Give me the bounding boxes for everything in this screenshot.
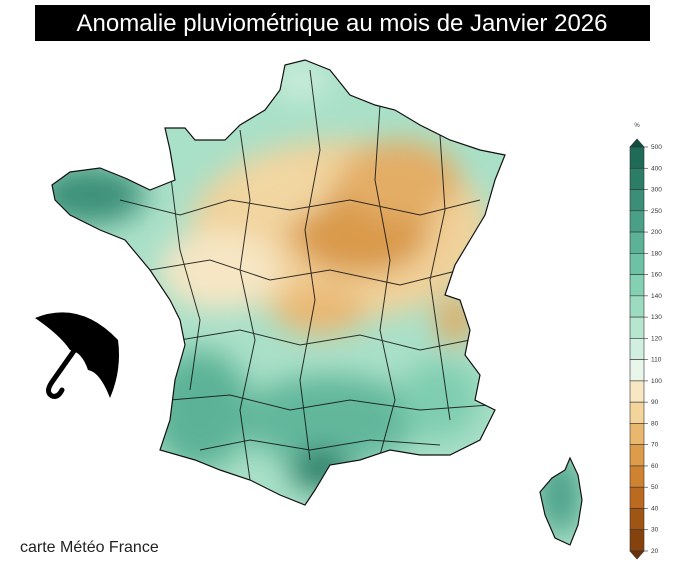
- legend-tick-label: 250: [651, 208, 662, 215]
- credit: carte Météo France: [20, 539, 159, 556]
- color-bar-segment: [629, 231, 645, 254]
- color-bar-segment: [629, 210, 645, 233]
- color-bar-segment: [629, 253, 645, 275]
- color-bar-segment: [629, 529, 645, 552]
- color-bar-segment: [629, 380, 645, 403]
- legend-tick-label: 80: [651, 420, 659, 427]
- legend-tick-label: 40: [651, 505, 659, 512]
- legend-tick-label: 180: [651, 250, 662, 257]
- legend-tick-label: 200: [651, 229, 662, 236]
- color-bar-segment: [629, 295, 645, 318]
- legend-tick-label: 50: [651, 484, 659, 491]
- color-bar: 500 400 300 250 200 180 160 140 130 120 110 100 90 80…: [629, 138, 662, 560]
- color-bar-cap: [629, 550, 645, 560]
- legend-tick-label: 300: [651, 187, 662, 194]
- title: Anomalie pluviométrique au mois de Janvi…: [77, 10, 608, 37]
- legend-tick-label: 70: [651, 442, 659, 449]
- legend-unit: %: [634, 123, 640, 129]
- color-bar-segment: [629, 401, 645, 424]
- color-bar-segment: [629, 167, 645, 190]
- legend-tick-label: 100: [651, 378, 662, 385]
- color-bar-segment: [629, 274, 645, 297]
- legend-tick-label: 30: [651, 527, 659, 534]
- legend-tick-label: 500: [651, 144, 662, 151]
- legend-tick-label: 400: [651, 165, 662, 172]
- color-bar-segment: [629, 444, 645, 467]
- color-bar-segment: [629, 508, 645, 531]
- legend-tick-label: 110: [651, 357, 662, 364]
- legend-tick-label: 130: [651, 314, 662, 321]
- color-bar-cap: [629, 138, 645, 148]
- title-box: [35, 5, 650, 41]
- legend-tick-label: 120: [651, 335, 662, 342]
- color-bar-segment: [629, 338, 645, 360]
- color-bar-segment: [629, 465, 645, 488]
- umbrella-icon: [35, 312, 119, 399]
- legend-tick-label: 20: [651, 548, 659, 555]
- color-bar-segment: [629, 189, 645, 212]
- color-bar-segment: [629, 486, 645, 509]
- color-bar-segment: [629, 359, 645, 382]
- color-bar-segment: [629, 146, 645, 169]
- color-bar-segment: [629, 423, 645, 445]
- legend-tick-label: 140: [651, 293, 662, 300]
- legend-tick-label: 90: [651, 399, 659, 406]
- color-bar-segment: [629, 316, 645, 339]
- legend-tick-label: 60: [651, 463, 659, 470]
- legend-tick-label: 160: [651, 272, 662, 279]
